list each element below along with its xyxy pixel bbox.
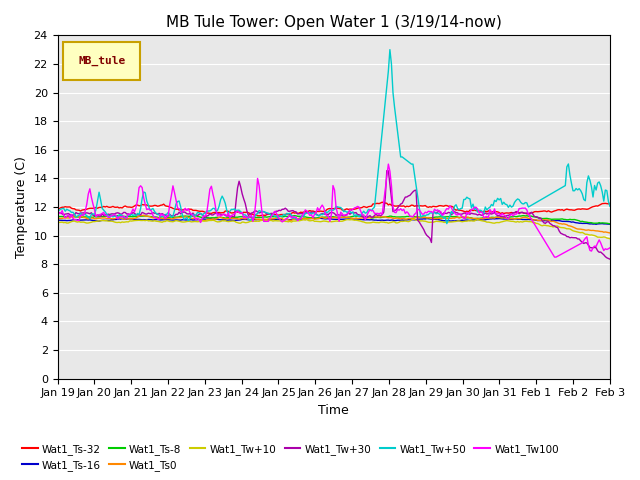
Wat1_Tw+30	[295, 211, 303, 216]
Wat1_Tw100	[218, 212, 226, 217]
Wat1_Ts-8	[606, 221, 614, 227]
Wat1_Tw+30	[577, 238, 584, 244]
Wat1_Tw+10	[409, 216, 417, 222]
Wat1_Ts0	[606, 230, 614, 236]
Wat1_Tw+50	[386, 47, 394, 52]
Wat1_Tw+30	[246, 212, 253, 217]
Wat1_Tw100	[579, 240, 586, 246]
Wat1_Ts-32	[54, 206, 61, 212]
Wat1_Ts0	[238, 216, 246, 221]
Wat1_Ts0	[54, 215, 61, 221]
Wat1_Ts0	[220, 216, 228, 221]
Wat1_Ts-16	[310, 216, 318, 221]
Wat1_Ts-16	[54, 217, 61, 223]
Wat1_Tw+10	[237, 220, 244, 226]
Wat1_Ts-16	[606, 221, 614, 227]
Text: MB_tule: MB_tule	[78, 56, 125, 66]
Wat1_Ts-16	[592, 221, 600, 227]
Wat1_Ts-16	[577, 220, 584, 226]
Wat1_Tw+50	[295, 216, 303, 222]
Wat1_Ts0	[248, 216, 255, 222]
FancyBboxPatch shape	[63, 42, 140, 80]
Wat1_Ts-32	[606, 201, 614, 206]
Wat1_Tw+10	[122, 219, 129, 225]
Wat1_Tw+50	[579, 191, 586, 197]
Wat1_Tw+30	[122, 210, 129, 216]
Wat1_Ts-8	[123, 214, 131, 219]
Wat1_Ts0	[140, 212, 148, 218]
Title: MB Tule Tower: Open Water 1 (3/19/14-now): MB Tule Tower: Open Water 1 (3/19/14-now…	[166, 15, 502, 30]
Wat1_Tw+10	[54, 219, 61, 225]
Wat1_Ts-32	[579, 206, 586, 212]
Wat1_Ts-8	[220, 215, 228, 221]
Wat1_Tw+50	[606, 204, 614, 209]
Wat1_Tw+10	[218, 218, 226, 224]
Wat1_Ts-16	[295, 216, 303, 222]
Line: Wat1_Ts-8: Wat1_Ts-8	[58, 216, 610, 224]
Line: Wat1_Tw+10: Wat1_Tw+10	[58, 219, 610, 239]
Wat1_Tw100	[122, 215, 129, 221]
Wat1_Tw+10	[606, 236, 614, 241]
Wat1_Tw100	[237, 210, 244, 216]
Wat1_Ts-32	[378, 199, 386, 205]
Wat1_Tw+30	[383, 168, 390, 174]
Wat1_Tw+30	[54, 211, 61, 216]
Wat1_Tw+50	[246, 217, 253, 223]
Wat1_Tw100	[295, 216, 303, 222]
X-axis label: Time: Time	[318, 404, 349, 417]
Wat1_Tw+50	[218, 193, 226, 199]
Wat1_Ts-32	[297, 209, 305, 215]
Wat1_Ts0	[297, 216, 305, 221]
Line: Wat1_Tw+30: Wat1_Tw+30	[58, 171, 610, 259]
Wat1_Ts-8	[111, 213, 118, 218]
Wat1_Tw100	[606, 245, 614, 251]
Wat1_Ts-16	[122, 216, 129, 222]
Wat1_Tw+30	[218, 212, 226, 218]
Wat1_Tw+50	[54, 207, 61, 213]
Wat1_Ts-8	[54, 214, 61, 219]
Wat1_Tw+50	[443, 221, 451, 227]
Wat1_Tw100	[54, 209, 61, 215]
Wat1_Ts-8	[577, 219, 584, 225]
Wat1_Tw100	[246, 215, 253, 220]
Legend: Wat1_Ts-32, Wat1_Ts-16, Wat1_Ts-8, Wat1_Ts0, Wat1_Tw+10, Wat1_Tw+30, Wat1_Tw+50,: Wat1_Ts-32, Wat1_Ts-16, Wat1_Ts-8, Wat1_…	[18, 439, 563, 475]
Wat1_Tw+50	[122, 215, 129, 220]
Y-axis label: Temperature (C): Temperature (C)	[15, 156, 28, 258]
Wat1_Ts-16	[237, 217, 244, 223]
Wat1_Tw+10	[295, 218, 303, 224]
Wat1_Tw+30	[606, 256, 614, 262]
Line: Wat1_Tw100: Wat1_Tw100	[58, 164, 610, 257]
Wat1_Ts-8	[238, 214, 246, 220]
Wat1_Tw100	[550, 254, 558, 260]
Wat1_Ts-8	[248, 215, 255, 220]
Wat1_Tw+30	[237, 184, 244, 190]
Wat1_Tw+50	[237, 209, 244, 215]
Wat1_Tw100	[385, 161, 392, 167]
Wat1_Ts0	[577, 226, 584, 232]
Line: Wat1_Tw+50: Wat1_Tw+50	[58, 49, 610, 224]
Wat1_Ts-32	[122, 203, 129, 209]
Wat1_Ts-32	[246, 211, 253, 216]
Wat1_Ts-32	[218, 210, 226, 216]
Wat1_Ts-32	[255, 213, 263, 219]
Wat1_Ts-32	[237, 211, 244, 216]
Wat1_Ts-16	[246, 217, 253, 223]
Wat1_Ts-16	[218, 217, 226, 223]
Line: Wat1_Ts0: Wat1_Ts0	[58, 215, 610, 233]
Wat1_Tw+10	[577, 230, 584, 236]
Wat1_Ts0	[122, 216, 129, 222]
Wat1_Tw+10	[246, 219, 253, 225]
Wat1_Ts-8	[297, 214, 305, 219]
Line: Wat1_Ts-16: Wat1_Ts-16	[58, 218, 610, 224]
Line: Wat1_Ts-32: Wat1_Ts-32	[58, 202, 610, 216]
